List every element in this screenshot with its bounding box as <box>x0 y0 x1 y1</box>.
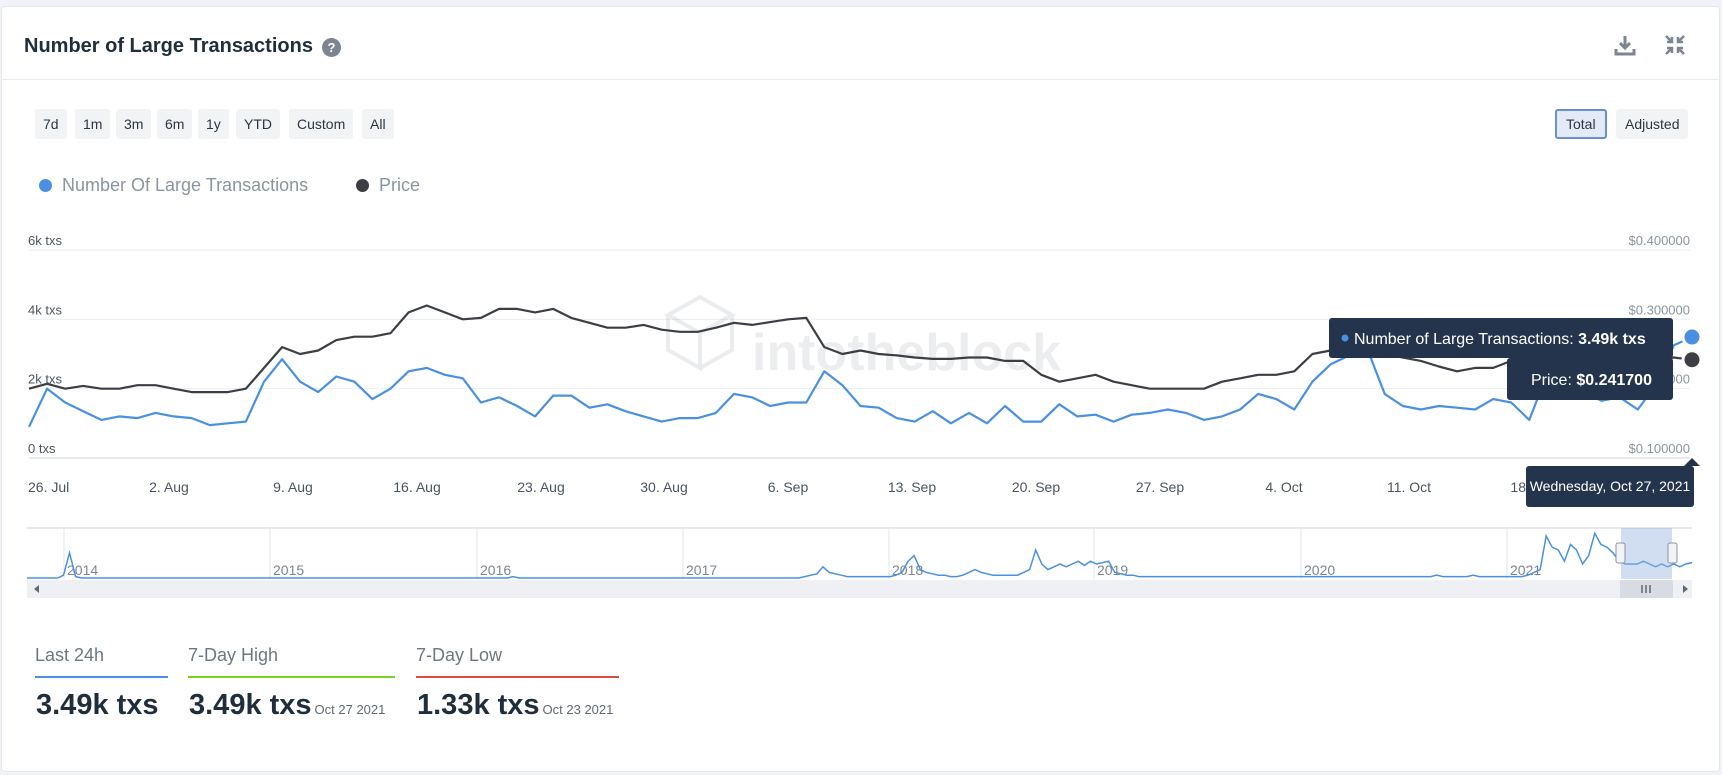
x-tick-label: 4. Oct <box>1265 479 1302 495</box>
tooltip-box-price <box>1507 358 1673 400</box>
range-button-3m[interactable]: 3m <box>116 109 152 139</box>
download-icon[interactable] <box>1611 31 1639 59</box>
tooltip-date: Wednesday, Oct 27, 2021 <box>1530 478 1691 494</box>
range-button-1m[interactable]: 1m <box>75 109 111 139</box>
tooltip-label: Number of Large Transactions: <box>1354 331 1578 348</box>
scrollbar-track <box>27 580 1692 598</box>
y-left-tick-label: 2k txs <box>28 372 62 387</box>
stat-value: 1.33k txs <box>417 689 540 721</box>
stat-value-row: 3.49k txs <box>36 689 162 722</box>
tooltip-text-transactions: Number of Large Transactions: 3.49k txs <box>1354 331 1646 348</box>
stat-value-row: 3.49k txs Oct 27 2021 <box>189 689 385 722</box>
tooltip-text-price: Price: $0.241700 <box>1531 372 1652 389</box>
x-tick-label: 30. Aug <box>640 479 688 495</box>
legend-item-price[interactable]: Price <box>356 175 420 196</box>
stat-date: Oct 23 2021 <box>542 702 614 717</box>
x-tick-label: 27. Sep <box>1136 479 1184 495</box>
legend-label: Number Of Large Transactions <box>62 175 309 195</box>
stat-label: 7-Day Low <box>416 645 619 678</box>
x-tick-label: 6. Sep <box>768 479 809 495</box>
x-tick-label: 20. Sep <box>1012 479 1060 495</box>
legend-label: Price <box>379 175 421 195</box>
tooltip-label: Price: <box>1531 372 1576 389</box>
navigator-year-label: 2015 <box>273 562 304 578</box>
navigator-year-label: 2020 <box>1304 562 1335 578</box>
navigator-year-label: 2017 <box>686 562 717 578</box>
scroll-left-arrow-icon <box>34 585 39 593</box>
range-button-custom[interactable]: Custom <box>289 109 354 139</box>
mode-button-adjusted[interactable]: Adjusted <box>1616 109 1689 139</box>
stat-value: 3.49k txs <box>189 689 312 721</box>
y-left-tick-label: 6k txs <box>28 233 62 248</box>
x-tick-label: 2. Aug <box>149 479 189 495</box>
x-tick-label: 16. Aug <box>393 479 441 495</box>
x-tick-label: 13. Sep <box>888 479 936 495</box>
tooltip-box-transactions <box>1329 318 1673 358</box>
watermark-text: intotheblock <box>752 324 1061 382</box>
y-right-tick-label: $0.100000 <box>1629 441 1690 456</box>
x-tick-label: 11. Oct <box>1387 479 1431 495</box>
range-button-7d[interactable]: 7d <box>35 109 67 139</box>
tooltip-arrow-icon <box>1684 458 1700 466</box>
x-tick-label: 26. Jul <box>28 479 69 495</box>
navigator-handle-right <box>1667 542 1678 564</box>
range-button-ytd[interactable]: YTD <box>236 109 280 139</box>
navigator-selection <box>1621 528 1672 579</box>
scrollbar-grip-icon <box>1641 585 1651 593</box>
range-button-1y[interactable]: 1y <box>198 109 229 139</box>
stat-date: Oct 27 2021 <box>314 702 386 717</box>
help-icon[interactable]: ? <box>322 38 341 57</box>
stat-7day-high: 7-Day High 3.49k txs Oct 27 2021 <box>188 645 395 721</box>
mode-button-total[interactable]: Total <box>1555 109 1607 139</box>
legend-dot-icon <box>356 179 369 192</box>
navigator-year-label: 2021 <box>1510 562 1541 578</box>
y-left-tick-label: 0 txs <box>28 441 56 456</box>
legend-item-transactions[interactable]: Number Of Large Transactions <box>39 175 308 196</box>
y-right-tick-label: $0.400000 <box>1629 233 1690 248</box>
card-header: Number of Large Transactions ? <box>2 7 1719 80</box>
hover-marker-transactions <box>1681 326 1703 348</box>
stat-value: 3.49k txs <box>36 689 159 721</box>
stat-label: Last 24h <box>35 645 168 678</box>
chart-title: Number of Large Transactions <box>24 35 313 57</box>
stat-last-24h: Last 24h 3.49k txs <box>35 645 168 721</box>
stat-value-row: 1.33k txs Oct 23 2021 <box>417 689 613 722</box>
series-line-price <box>28 304 1693 394</box>
tooltip-dot-icon <box>1341 334 1349 342</box>
legend-dot-icon <box>39 179 52 192</box>
navigator-handle-left <box>1615 542 1626 564</box>
x-tick-label: 23. Aug <box>517 479 565 495</box>
stat-7day-low: 7-Day Low 1.33k txs Oct 23 2021 <box>416 645 619 721</box>
navigator-line <box>27 531 1693 579</box>
x-tick-label: 9. Aug <box>273 479 313 495</box>
range-button-all[interactable]: All <box>362 109 394 139</box>
y-right-tick-label: $0.300000 <box>1629 302 1690 317</box>
scroll-right-arrow-icon <box>1683 585 1688 593</box>
tooltip-value: 3.49k txs <box>1578 331 1646 348</box>
navigator-year-label: 2016 <box>480 562 511 578</box>
collapse-icon[interactable] <box>1661 31 1689 59</box>
hover-marker-price <box>1681 349 1703 371</box>
stat-label: 7-Day High <box>188 645 395 678</box>
series-line-transactions <box>28 336 1693 428</box>
range-button-6m[interactable]: 6m <box>157 109 193 139</box>
watermark-logo-icon <box>663 294 737 372</box>
y-left-tick-label: 4k txs <box>28 302 62 317</box>
tooltip-box-date <box>1526 466 1694 507</box>
tooltip-value: $0.241700 <box>1576 372 1652 389</box>
